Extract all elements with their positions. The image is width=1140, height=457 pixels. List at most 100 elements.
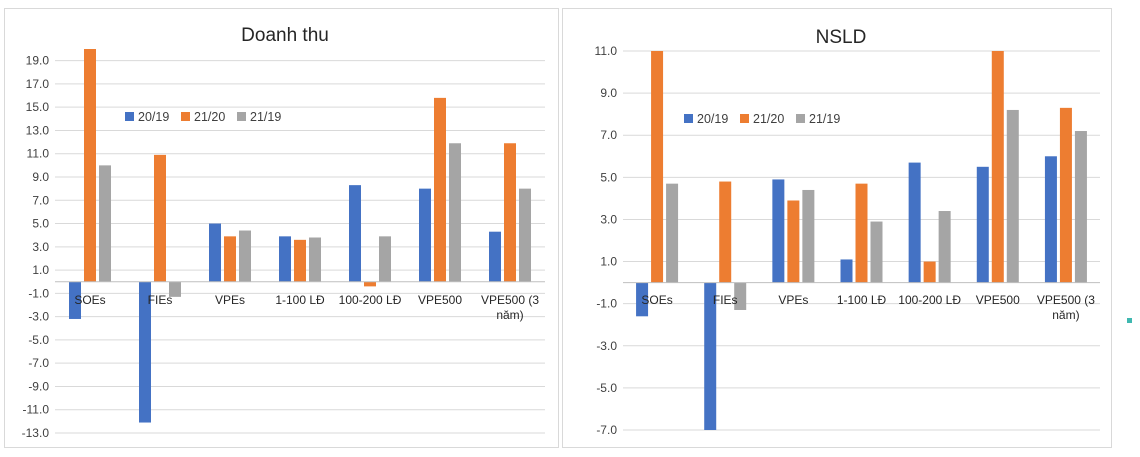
bar-21-20 xyxy=(787,200,800,283)
bar-21-19 xyxy=(239,230,251,282)
legend-label: 20/19 xyxy=(138,110,169,124)
y-tick-label: 17.0 xyxy=(26,77,50,91)
bar-21-19 xyxy=(1074,131,1087,283)
y-tick-label: -3.0 xyxy=(596,339,617,353)
category-label: VPE500 (3 xyxy=(1037,293,1095,307)
category-label: VPE500 (3 xyxy=(481,293,539,307)
category-label: SOEs xyxy=(74,293,105,307)
bar-21-19 xyxy=(379,236,391,282)
y-tick-label: 15.0 xyxy=(26,100,50,114)
bar-21-20 xyxy=(923,261,936,283)
bar-21-19 xyxy=(449,143,461,282)
legend-label: 21/20 xyxy=(194,110,225,124)
bar-21-20 xyxy=(651,51,664,283)
bar-21-20 xyxy=(434,97,446,282)
bar-21-19 xyxy=(734,282,747,310)
bar-21-19 xyxy=(870,221,883,283)
bar-21-20 xyxy=(991,51,1004,283)
y-tick-label: 3.0 xyxy=(32,240,49,254)
category-label: 1-100 LĐ xyxy=(275,293,325,307)
bar-21-19 xyxy=(1006,109,1019,283)
bar-21-20 xyxy=(224,236,236,282)
y-tick-label: 1.0 xyxy=(32,263,49,277)
category-label: VPE500 xyxy=(418,293,462,307)
legend-swatch xyxy=(181,112,190,121)
legend-swatch xyxy=(740,114,749,123)
category-label: SOEs xyxy=(641,293,672,307)
category-label: năm) xyxy=(496,308,523,322)
revenue-chart: Doanh thu 19.0 17.0 15.0 13.0 11.0 9.0 7.0 5.0 3.… xyxy=(22,25,545,440)
bar-21-20 xyxy=(1059,107,1072,283)
y-tick-label: -11.0 xyxy=(23,403,50,417)
productivity-chart-panel: NSLD 11.0 9.0 7.0 5.0 3.0 1.0 -1.0 -3.0 -5.0 -7.0 S… xyxy=(562,8,1112,448)
y-tick-label: -5.0 xyxy=(28,333,49,347)
y-tick-label: -7.0 xyxy=(596,423,617,437)
bar-21-19 xyxy=(309,237,321,282)
y-tick-label: 19.0 xyxy=(26,54,50,68)
bar-20-19 xyxy=(976,166,989,283)
revenue-chart-panel: Doanh thu 19.0 17.0 15.0 13.0 11.0 9.0 7.0 5.0 3.… xyxy=(4,8,559,448)
chart-title: NSLD xyxy=(816,27,867,48)
y-tick-label: 9.0 xyxy=(600,86,617,100)
category-label: VPE500 xyxy=(976,293,1020,307)
bar-20-19 xyxy=(209,223,221,282)
y-tick-label: -5.0 xyxy=(596,381,617,395)
bar-20-19 xyxy=(139,281,151,423)
bar-21-19 xyxy=(802,189,815,283)
bar-20-19 xyxy=(704,282,717,430)
bar-20-19 xyxy=(419,188,431,282)
y-tick-label: -7.0 xyxy=(28,356,49,370)
y-tick-label: 7.0 xyxy=(600,128,617,142)
y-tick-label: 11.0 xyxy=(27,147,50,161)
bar-20-19 xyxy=(349,185,361,282)
y-tick-label: -1.0 xyxy=(596,297,617,311)
y-tick-label: -9.0 xyxy=(28,379,49,393)
category-label: VPEs xyxy=(778,293,808,307)
bar-21-19 xyxy=(666,183,679,283)
y-tick-label: 5.0 xyxy=(600,170,617,184)
legend-swatch xyxy=(684,114,693,123)
y-tick-label: 13.0 xyxy=(26,123,50,137)
productivity-chart: NSLD 11.0 9.0 7.0 5.0 3.0 1.0 -1.0 -3.0 -5.0 -7.0 S… xyxy=(595,27,1100,437)
bar-21-20 xyxy=(84,49,96,282)
y-tick-label: 11.0 xyxy=(595,44,618,58)
category-label: FIEs xyxy=(148,293,173,307)
bar-21-20 xyxy=(504,143,516,282)
bar-20-19 xyxy=(489,231,501,282)
bar-20-19 xyxy=(908,162,921,283)
bar-21-20 xyxy=(364,281,376,287)
bar-21-19 xyxy=(938,211,951,283)
category-label: VPEs xyxy=(215,293,245,307)
bar-21-20 xyxy=(719,181,732,283)
side-marker xyxy=(1127,318,1132,323)
category-label: 100-200 LĐ xyxy=(339,293,402,307)
bar-21-19 xyxy=(169,281,181,297)
bar-21-20 xyxy=(294,239,306,282)
y-tick-label: 7.0 xyxy=(32,193,49,207)
category-label: 1-100 LĐ xyxy=(837,293,887,307)
y-tick-label: -13.0 xyxy=(22,426,50,440)
category-label: FIEs xyxy=(713,293,738,307)
bar-21-20 xyxy=(855,183,868,283)
legend-swatch xyxy=(237,112,246,121)
bar-20-19 xyxy=(69,281,81,319)
bar-21-19 xyxy=(99,165,111,282)
legend-label: 20/19 xyxy=(697,112,728,126)
y-tick-label: 3.0 xyxy=(600,212,617,226)
bar-21-20 xyxy=(154,154,166,282)
legend-label: 21/20 xyxy=(753,112,784,126)
legend-swatch xyxy=(125,112,134,121)
y-tick-label: -3.0 xyxy=(28,310,49,324)
y-tick-label: -1.0 xyxy=(28,286,49,300)
category-label: 100-200 LĐ xyxy=(898,293,961,307)
y-tick-label: 5.0 xyxy=(32,217,49,231)
legend-label: 21/19 xyxy=(809,112,840,126)
chart-title: Doanh thu xyxy=(241,25,329,46)
bar-20-19 xyxy=(636,282,649,317)
bar-20-19 xyxy=(279,236,291,282)
bar-21-19 xyxy=(519,188,531,282)
bar-20-19 xyxy=(1044,156,1057,283)
legend-swatch xyxy=(796,114,805,123)
y-tick-label: 9.0 xyxy=(32,170,49,184)
category-label: năm) xyxy=(1052,308,1079,322)
